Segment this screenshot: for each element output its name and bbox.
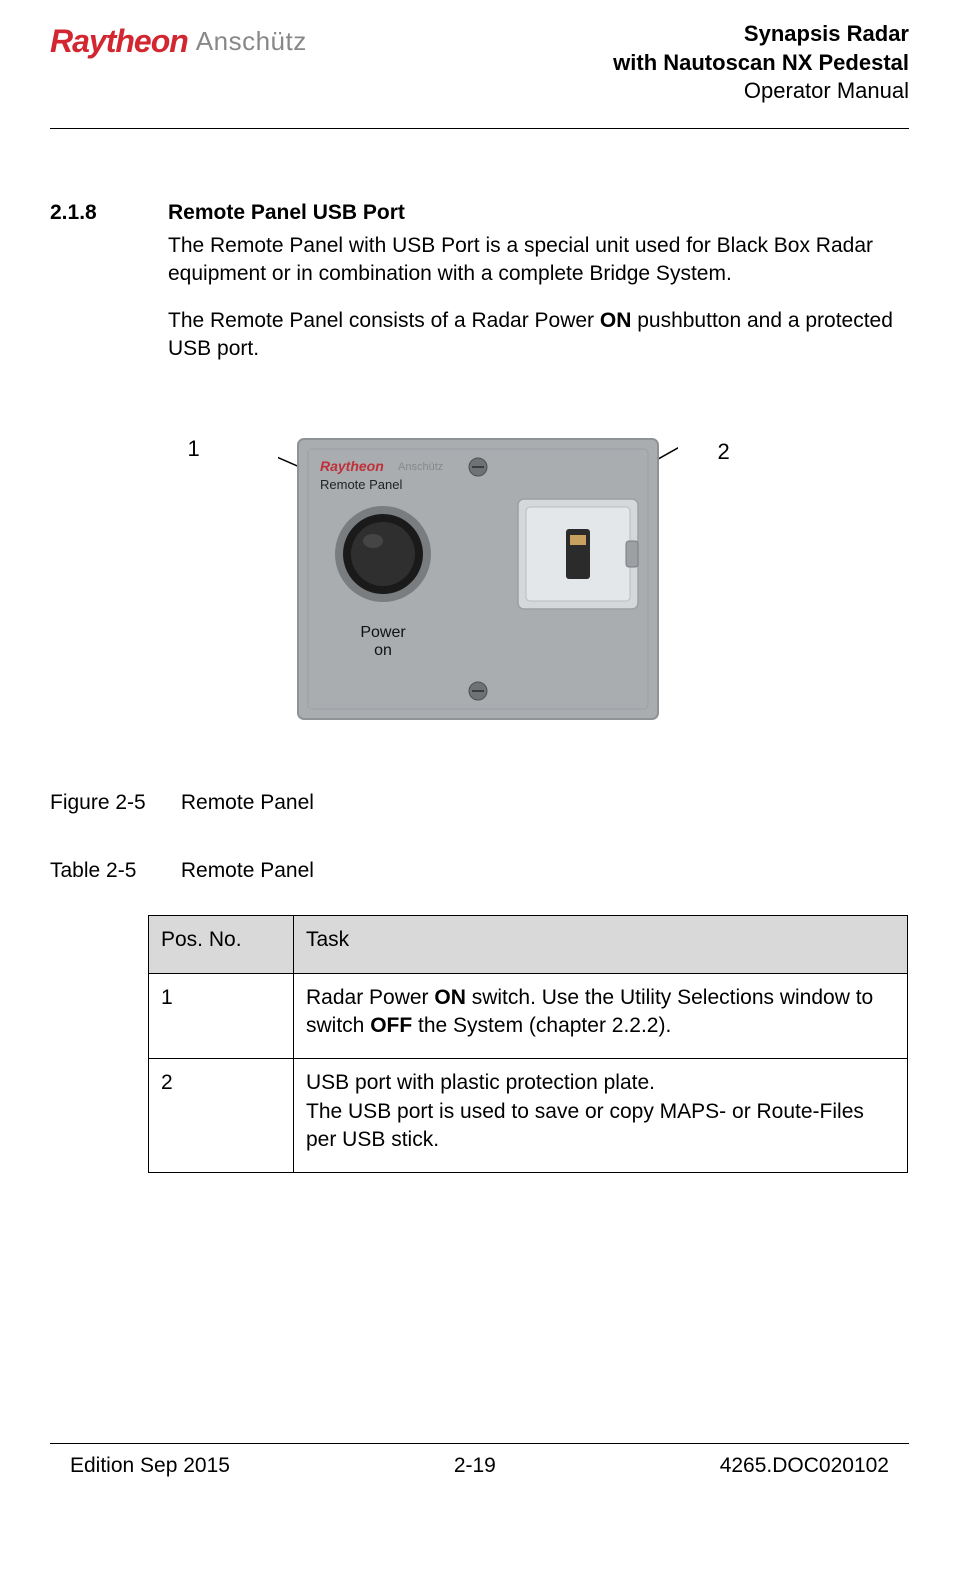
cell-pos-2: 2	[149, 1059, 294, 1173]
figure-callout-2: 2	[718, 437, 730, 467]
table-caption: Table 2-5 Remote Panel	[50, 857, 909, 885]
footer-right: 4265.DOC020102	[720, 1452, 889, 1480]
figure-caption-text: Remote Panel	[181, 791, 314, 814]
cell-task-2: USB port with plastic protection plate. …	[294, 1059, 908, 1173]
r1-b2: OFF	[370, 1014, 412, 1037]
r2-l2: The USB port is used to save or copy MAP…	[306, 1098, 895, 1155]
table-header-row: Pos. No. Task	[149, 916, 908, 973]
footer-divider	[50, 1443, 909, 1444]
button-label-2: on	[374, 642, 392, 659]
remote-panel-svg: Raytheon Anschütz Remote Panel Power on	[278, 429, 678, 729]
paragraph-2: The Remote Panel consists of a Radar Pow…	[168, 307, 899, 364]
para2-pre: The Remote Panel consists of a Radar Pow…	[168, 309, 600, 332]
remote-panel-table: Pos. No. Task 1 Radar Power ON switch. U…	[148, 915, 908, 1173]
doc-title-block: Synapsis Radar with Nautoscan NX Pedesta…	[613, 20, 909, 106]
figure-callout-1: 1	[188, 434, 200, 464]
cell-task-1: Radar Power ON switch. Use the Utility S…	[294, 973, 908, 1059]
footer-spacer	[50, 1173, 909, 1443]
doc-title-line1: Synapsis Radar	[613, 20, 909, 49]
page-footer: Edition Sep 2015 2-19 4265.DOC020102	[50, 1452, 909, 1480]
panel-brand-text: Raytheon	[320, 458, 384, 474]
table-caption-text: Remote Panel	[181, 859, 314, 882]
panel-label-text: Remote Panel	[320, 477, 402, 492]
r2-l1: USB port with plastic protection plate.	[306, 1069, 895, 1097]
section-number: 2.1.8	[50, 199, 120, 227]
figure-caption-num: Figure 2-5	[50, 789, 175, 817]
logo-primary: Raytheon	[50, 20, 188, 63]
table-caption-num: Table 2-5	[50, 857, 175, 885]
header-divider	[50, 128, 909, 129]
footer-center: 2-19	[454, 1452, 496, 1480]
paragraph-1: The Remote Panel with USB Port is a spec…	[168, 232, 899, 289]
page-header: Raytheon Anschütz Synapsis Radar with Na…	[50, 20, 909, 116]
doc-title-line2: with Nautoscan NX Pedestal	[613, 49, 909, 78]
panel-sub-text: Anschütz	[398, 461, 443, 473]
figure-remote-panel: 1 2 Raytheon Anschütz Remote Panel Power…	[170, 429, 790, 749]
section-body: The Remote Panel with USB Port is a spec…	[168, 232, 899, 363]
section-title: Remote Panel USB Port	[168, 199, 405, 227]
col-header-task: Task	[294, 916, 908, 973]
table-row: 1 Radar Power ON switch. Use the Utility…	[149, 973, 908, 1059]
figure-caption: Figure 2-5 Remote Panel	[50, 789, 909, 817]
logo-secondary: Anschütz	[196, 24, 307, 59]
button-label-1: Power	[360, 624, 406, 641]
cell-pos-1: 1	[149, 973, 294, 1059]
para2-bold: ON	[600, 309, 632, 332]
logo-block: Raytheon Anschütz	[50, 20, 307, 63]
section-heading-row: 2.1.8 Remote Panel USB Port	[50, 199, 909, 227]
footer-left: Edition Sep 2015	[70, 1452, 230, 1480]
r1-pre: Radar Power	[306, 986, 434, 1009]
table-row: 2 USB port with plastic protection plate…	[149, 1059, 908, 1173]
r1-post: the System (chapter 2.2.2).	[412, 1014, 671, 1037]
doc-title-line3: Operator Manual	[613, 77, 909, 106]
col-header-pos: Pos. No.	[149, 916, 294, 973]
r1-b1: ON	[434, 986, 466, 1009]
